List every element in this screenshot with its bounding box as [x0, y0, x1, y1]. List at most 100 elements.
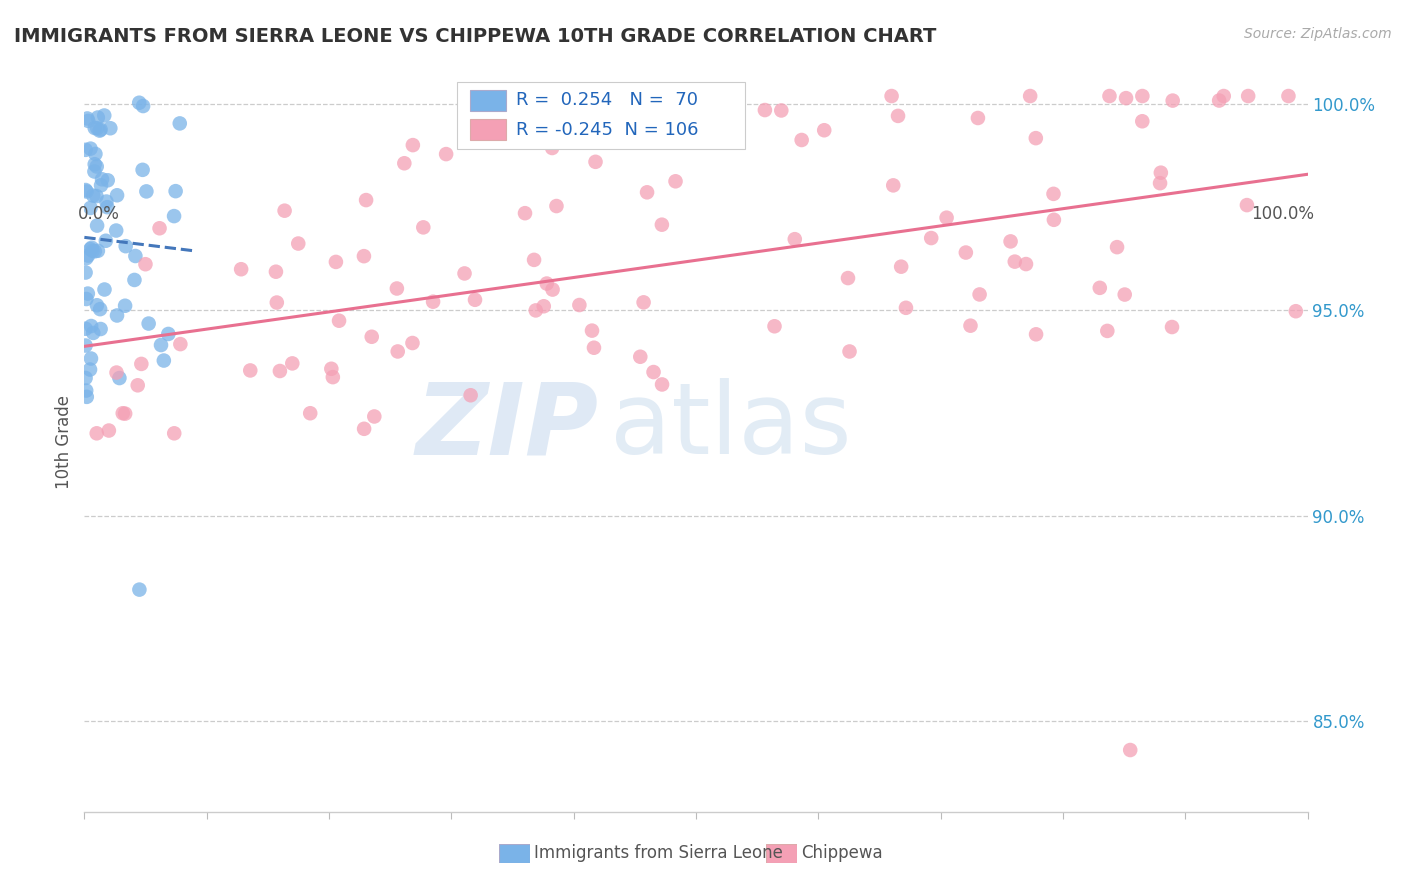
Point [131, 357, 153, 371]
Point [79, 201, 101, 215]
Y-axis label: 10th Grade: 10th Grade [55, 394, 73, 489]
Point [264, 265, 287, 279]
Point [89, 123, 111, 137]
Point [434, 147, 457, 161]
FancyBboxPatch shape [470, 120, 506, 140]
Point [460, 388, 482, 402]
Point [86, 121, 108, 136]
Point [1025, 327, 1047, 342]
Point [651, 377, 673, 392]
Point [273, 203, 295, 218]
Point [93, 283, 115, 297]
Point [1212, 89, 1234, 103]
Point [1161, 94, 1184, 108]
Point [1097, 324, 1119, 338]
Point [80, 351, 103, 366]
Point [536, 277, 558, 291]
Point [1088, 281, 1111, 295]
Point [1208, 94, 1230, 108]
Point [86, 189, 108, 203]
Point [1130, 114, 1153, 128]
Point [86, 219, 108, 233]
Point [76, 112, 98, 126]
Point [90, 178, 112, 193]
Point [127, 378, 149, 392]
Point [83, 121, 105, 136]
Point [533, 299, 555, 313]
Point [524, 303, 547, 318]
Point [422, 294, 444, 309]
Point [114, 299, 136, 313]
Point [606, 115, 628, 129]
Point [541, 283, 564, 297]
Point [163, 426, 186, 441]
Point [920, 231, 942, 245]
Point [75, 292, 97, 306]
Point [80, 241, 103, 255]
Point [581, 324, 603, 338]
Point [83, 244, 105, 259]
Point [114, 407, 136, 421]
Point [124, 273, 146, 287]
Point [353, 422, 375, 436]
Point [83, 164, 105, 178]
Point [82, 188, 104, 202]
Text: Chippewa: Chippewa [801, 844, 883, 862]
Point [98, 121, 121, 136]
Point [890, 260, 912, 274]
Point [124, 249, 146, 263]
Point [523, 252, 546, 267]
Point [111, 406, 134, 420]
Point [880, 89, 903, 103]
FancyBboxPatch shape [457, 82, 745, 149]
Point [84, 147, 107, 161]
Point [132, 99, 155, 113]
Point [959, 318, 981, 333]
Point [838, 344, 860, 359]
Point [385, 281, 408, 295]
Point [169, 116, 191, 130]
Point [128, 582, 150, 597]
Point [153, 353, 176, 368]
Point [763, 319, 786, 334]
Point [1042, 186, 1064, 201]
Point [387, 344, 409, 359]
Point [86, 426, 108, 441]
Point [628, 350, 651, 364]
Point [1105, 240, 1128, 254]
Point [636, 186, 658, 200]
Point [790, 133, 813, 147]
Point [77, 114, 100, 128]
Point [90, 322, 112, 336]
Text: Source: ZipAtlas.com: Source: ZipAtlas.com [1244, 27, 1392, 41]
Point [401, 336, 423, 351]
Point [546, 199, 568, 213]
FancyBboxPatch shape [470, 90, 506, 111]
Point [128, 95, 150, 110]
Point [541, 141, 564, 155]
Point [131, 162, 153, 177]
Point [1237, 89, 1260, 103]
Point [239, 363, 262, 377]
Text: ZIP: ZIP [415, 378, 598, 475]
Point [75, 251, 97, 265]
Point [813, 123, 835, 137]
Point [1025, 131, 1047, 145]
Point [321, 361, 343, 376]
Point [754, 103, 776, 117]
Point [1015, 257, 1038, 271]
Point [97, 173, 120, 187]
Point [134, 257, 156, 271]
Point [269, 364, 291, 378]
Point [163, 209, 186, 223]
Point [79, 142, 101, 156]
Point [86, 160, 108, 174]
Point [96, 200, 118, 214]
Point [935, 211, 957, 225]
Point [138, 317, 160, 331]
Point [1119, 743, 1142, 757]
Point [887, 109, 910, 123]
Point [1161, 320, 1184, 334]
Point [1043, 212, 1066, 227]
Point [363, 409, 385, 424]
